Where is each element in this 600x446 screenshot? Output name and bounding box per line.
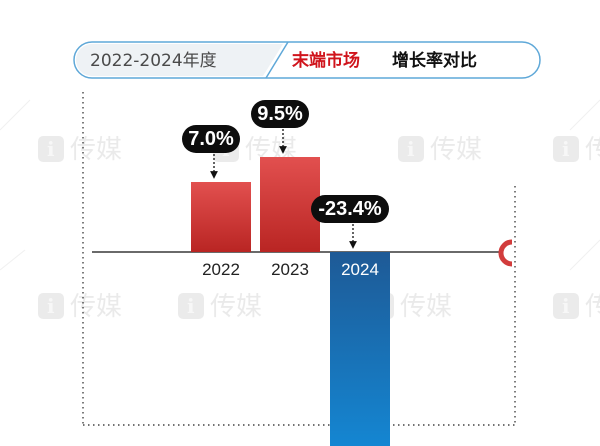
svg-text:传媒: 传媒 <box>400 292 452 322</box>
svg-text:i: i <box>47 294 55 318</box>
value-callout-2023: 9.5% <box>251 100 309 154</box>
watermark: i 传媒 <box>178 292 262 322</box>
watermark: i 传媒 <box>553 292 600 322</box>
header-period: 2022-2024年度 <box>90 51 217 71</box>
header-highlight: 末端市场 <box>292 50 360 71</box>
svg-text:i: i <box>187 294 195 318</box>
svg-text:i: i <box>47 137 55 161</box>
watermark: i 传媒 <box>38 292 122 322</box>
svg-text:传媒: 传媒 <box>430 135 482 165</box>
svg-text:i: i <box>562 294 570 318</box>
bar-2024 <box>330 252 390 446</box>
bar-series <box>191 157 390 446</box>
bar-2023 <box>260 157 320 252</box>
callout-bubble <box>182 125 240 153</box>
svg-text:i: i <box>562 137 570 161</box>
category-label-2023: 2023 <box>271 260 309 279</box>
category-label-2024: 2024 <box>341 260 379 279</box>
svg-text:传媒: 传媒 <box>70 292 122 322</box>
value-label-2022: 7.0% <box>188 128 234 150</box>
value-callout-2024: -23.4% <box>311 195 389 249</box>
background-decor <box>0 99 600 271</box>
chart-header: 2022-2024年度 末端市场 增长率对比 <box>73 41 541 79</box>
watermark: i 传媒 <box>38 135 122 165</box>
value-label-2023: 9.5% <box>257 103 303 125</box>
svg-text:传媒: 传媒 <box>585 292 600 322</box>
svg-text:传媒: 传媒 <box>70 135 122 165</box>
decorative-ring <box>498 239 513 267</box>
category-labels: 2022 2023 2024 <box>202 260 379 279</box>
value-callouts: 7.0% 9.5% -23.4% <box>182 100 389 249</box>
svg-text:传媒: 传媒 <box>210 292 262 322</box>
bar-2022 <box>191 182 251 252</box>
callout-bubble <box>251 100 309 128</box>
svg-text:i: i <box>407 137 415 161</box>
value-label-2024: -23.4% <box>318 198 382 220</box>
header-divider <box>265 41 289 79</box>
svg-text:传媒: 传媒 <box>585 135 600 165</box>
category-label-2022: 2022 <box>202 260 240 279</box>
watermark: i 传媒 <box>398 135 482 165</box>
chart-frame <box>82 92 516 426</box>
watermark: i 传媒 <box>553 135 600 165</box>
header-subject: 增长率对比 <box>392 50 477 71</box>
header-pill-left-segment <box>76 44 283 76</box>
value-callout-2022: 7.0% <box>182 125 240 179</box>
callout-bubble <box>311 195 389 223</box>
